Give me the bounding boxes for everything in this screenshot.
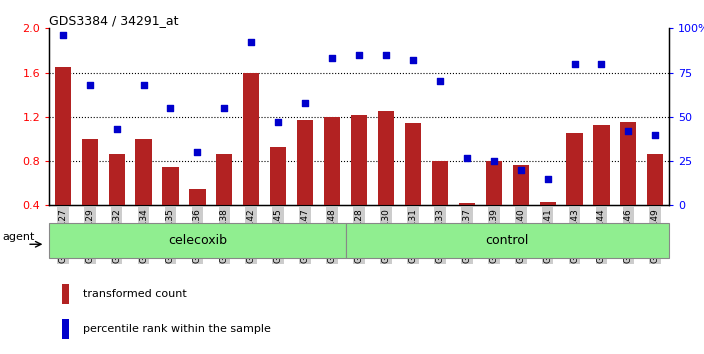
- Bar: [55, 67, 71, 250]
- Bar: [270, 147, 287, 250]
- Text: control: control: [486, 234, 529, 247]
- Point: [246, 40, 257, 45]
- Bar: [324, 117, 340, 250]
- Point: [380, 52, 391, 58]
- Point: [596, 61, 607, 67]
- Bar: [163, 167, 179, 250]
- Point: [165, 105, 176, 111]
- Text: celecoxib: celecoxib: [168, 234, 227, 247]
- Bar: [378, 111, 394, 250]
- Text: transformed count: transformed count: [83, 289, 187, 299]
- Text: agent: agent: [3, 232, 34, 242]
- Bar: [297, 120, 313, 250]
- Point: [542, 176, 553, 182]
- Bar: [647, 154, 663, 250]
- Bar: [189, 189, 206, 250]
- Bar: [351, 115, 367, 250]
- Point: [84, 82, 95, 88]
- Point: [138, 82, 149, 88]
- Bar: [62, 284, 69, 304]
- Bar: [346, 223, 669, 258]
- Bar: [243, 73, 259, 250]
- Point: [434, 79, 446, 84]
- Point: [299, 100, 310, 105]
- Bar: [405, 124, 421, 250]
- Bar: [459, 203, 475, 250]
- Point: [57, 33, 68, 38]
- Bar: [593, 125, 610, 250]
- Bar: [567, 133, 583, 250]
- Point: [111, 126, 122, 132]
- Point: [488, 158, 499, 164]
- Bar: [432, 161, 448, 250]
- Bar: [216, 154, 232, 250]
- Bar: [620, 122, 636, 250]
- Point: [569, 61, 580, 67]
- Text: percentile rank within the sample: percentile rank within the sample: [83, 324, 271, 335]
- Bar: [82, 139, 98, 250]
- Point: [191, 149, 203, 155]
- Point: [650, 132, 661, 137]
- Point: [353, 52, 365, 58]
- Bar: [513, 166, 529, 250]
- Point: [515, 167, 527, 173]
- Bar: [486, 161, 502, 250]
- Point: [272, 119, 284, 125]
- Bar: [49, 223, 346, 258]
- Point: [623, 128, 634, 134]
- Bar: [62, 319, 69, 339]
- Point: [461, 155, 472, 160]
- Bar: [135, 139, 151, 250]
- Point: [327, 56, 338, 61]
- Text: GDS3384 / 34291_at: GDS3384 / 34291_at: [49, 14, 179, 27]
- Bar: [108, 154, 125, 250]
- Bar: [539, 202, 555, 250]
- Point: [408, 57, 419, 63]
- Point: [219, 105, 230, 111]
